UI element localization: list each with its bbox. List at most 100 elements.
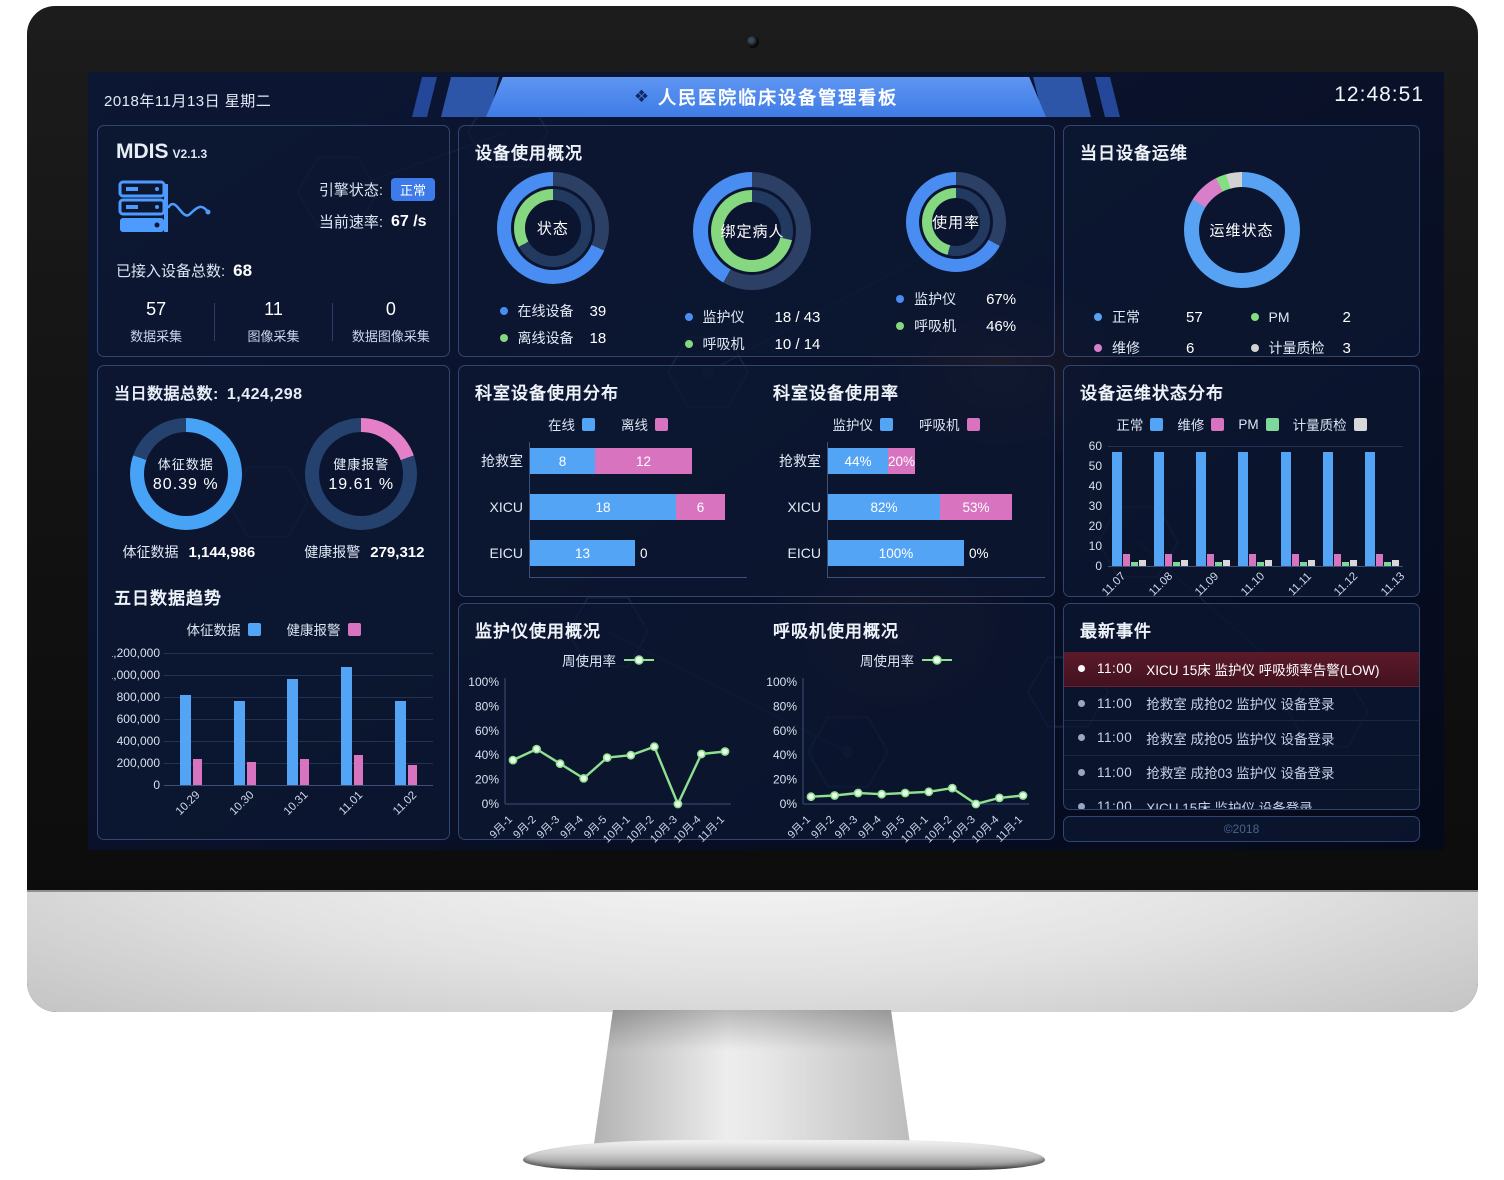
- rate-label: 当前速率:: [318, 214, 383, 231]
- panel-maintenance-distribution: 设备运维状态分布 正常 维修 PM 计量质检 60 50 40 30 20 10 0 11.…: [1063, 365, 1420, 599]
- bar-group: [233, 701, 256, 785]
- x-axis-label: 11.13: [1378, 570, 1408, 599]
- svg-text:100%: 100%: [766, 675, 797, 689]
- bar-2: [1215, 562, 1223, 566]
- legend-item[interactable]: 在线: [548, 414, 595, 434]
- svg-text:80%: 80%: [773, 699, 797, 713]
- bar-2: [1257, 562, 1265, 566]
- bar-0: [1154, 452, 1165, 566]
- donut-legend: 监护仪 67% 呼吸机 46%: [896, 282, 1016, 336]
- event-bullet: [1078, 665, 1085, 673]
- svg-text:9月-4: 9月-4: [856, 814, 884, 842]
- usage-donut-group: 状态 在线设备 39 离线设备 18: [496, 172, 609, 348]
- legend-item[interactable]: 监护仪 18 / 43: [684, 307, 820, 327]
- legend-label: 正常: [1112, 309, 1140, 325]
- legend-dot: [684, 340, 693, 348]
- legend-item[interactable]: 监护仪: [833, 414, 893, 434]
- svg-text:20%: 20%: [475, 773, 499, 787]
- maintenance-donut: 运维状态: [1183, 172, 1300, 288]
- bar-3: [1265, 560, 1273, 566]
- donut-center-label: 运维状态: [1209, 222, 1274, 240]
- bar-3: [1391, 560, 1399, 566]
- svg-text:100%: 100%: [468, 675, 499, 689]
- bar-3: [1307, 560, 1315, 566]
- category-label: EICU: [489, 545, 523, 561]
- legend-dot: [1094, 313, 1102, 321]
- line-marker-icon: [624, 655, 654, 665]
- legend-item[interactable]: 健康报警: [287, 619, 361, 639]
- legend-item[interactable]: 正常: [1116, 414, 1164, 434]
- legend-item[interactable]: PM 2: [1250, 307, 1398, 327]
- bar-segment: 44%: [828, 448, 888, 474]
- legend-swatch: [1211, 417, 1225, 431]
- event-row: 11:00 抢救室 成抢02 监护仪 设备登录: [1064, 687, 1419, 721]
- y-axis-label: 600,000: [116, 712, 160, 726]
- hbar-row: EICU 13 0: [473, 540, 747, 566]
- page-title: 人民医院临床设备管理看板: [658, 88, 899, 108]
- legend-value: 18: [589, 329, 607, 347]
- bar-tizheng: [395, 701, 407, 785]
- legend-item[interactable]: 在线设备 39: [499, 301, 606, 321]
- hbar-row: 抢救室 44% 20%: [771, 448, 1045, 474]
- bars-area: [1108, 446, 1403, 566]
- hbar-row: EICU 100% 0%: [771, 540, 1045, 566]
- panel-dept-charts: 科室设备使用分布 在线 离线 抢救室 8 12 XICU 18 6 EICU 13 0 科室设备…: [458, 365, 1055, 597]
- legend-item[interactable]: PM: [1238, 414, 1279, 434]
- legend-label: PM: [1268, 309, 1290, 325]
- y-axis-label: 1,200,000: [112, 646, 160, 660]
- panel-mdis: MDIS V2.1.3: [97, 125, 450, 357]
- x-axis-line: [529, 577, 747, 578]
- legend-item[interactable]: 离线: [621, 414, 668, 434]
- x-axis-label: 11.02: [390, 789, 420, 818]
- copyright-text: ©2018: [1223, 822, 1260, 836]
- event-bullet: [1078, 734, 1085, 742]
- hbar-row: 抢救室 8 12: [473, 448, 747, 474]
- legend-label: 健康报警: [286, 623, 341, 638]
- donut-caption: 体征数据 1,144,986: [122, 544, 256, 561]
- device-usage-title: 设备使用概况: [475, 144, 583, 163]
- bar-segment: 53%: [940, 494, 1012, 520]
- svg-text:40%: 40%: [475, 748, 499, 762]
- legend-item[interactable]: 体征数据: [187, 619, 261, 639]
- bar-baojing: [408, 765, 418, 785]
- line-marker-icon: [922, 655, 952, 665]
- banner-left-stripes: [412, 77, 499, 117]
- legend-item[interactable]: 维修: [1177, 414, 1225, 434]
- legend-item[interactable]: 监护仪 67%: [896, 289, 1016, 309]
- connected-total-row: 已接入设备总数: 68: [116, 261, 253, 280]
- panel-daily-data: 当日数据总数: 1,424,298 体征数据 80.39 % 健康报警 19.61 %…: [97, 365, 450, 840]
- y-axis-label: 400,000: [116, 734, 160, 748]
- legend-dot: [896, 322, 905, 330]
- event-text: 抢救室 成抢05 监护仪 设备登录: [1146, 731, 1335, 747]
- legend-item[interactable]: 呼吸机 46%: [896, 316, 1016, 336]
- line-chart: 100%80%60%40%20%0%9月-19月-29月-39月-49月-510…: [766, 675, 1029, 845]
- legend-item[interactable]: 计量质检 3: [1250, 338, 1398, 358]
- bar-group: [341, 667, 364, 785]
- legend-dot: [1250, 313, 1259, 321]
- bar-baojing: [246, 762, 256, 785]
- header-date: 2018年11月13日 星期二: [104, 93, 272, 110]
- trend-x-labels: 10.29 10.30 10.31 11.01 11.02: [164, 789, 435, 818]
- stat-value: 11: [264, 299, 283, 319]
- chart-title: 科室设备使用分布: [475, 384, 619, 403]
- legend-item[interactable]: 计量质检: [1293, 414, 1367, 434]
- event-row: 11:00 抢救室 成抢03 监护仪 设备登录: [1064, 756, 1419, 790]
- legend-label: 周使用率: [860, 654, 914, 669]
- bar-group: [395, 701, 418, 785]
- connected-total-value: 68: [233, 261, 253, 280]
- bar-2: [1173, 562, 1181, 566]
- legend-item[interactable]: 呼吸机 10 / 14: [684, 334, 821, 354]
- legend-label: 监护仪: [702, 309, 745, 325]
- dual-ring-donut: 绑定病人: [693, 172, 812, 290]
- legend-item[interactable]: 呼吸机: [919, 414, 980, 434]
- legend-item[interactable]: 离线设备 18: [499, 328, 607, 348]
- legend-item[interactable]: 维修 6: [1094, 338, 1241, 358]
- chart-legend: 周使用率: [459, 650, 757, 670]
- legend-item[interactable]: 正常 57: [1094, 307, 1241, 327]
- legend-value: 10 / 14: [774, 335, 821, 353]
- legend-label: 周使用率: [562, 654, 616, 669]
- legend-label: 体征数据: [186, 623, 241, 638]
- legend-label: 在线: [548, 418, 575, 433]
- y-axis-label: 30: [1088, 499, 1102, 513]
- bar-0: [1364, 452, 1375, 566]
